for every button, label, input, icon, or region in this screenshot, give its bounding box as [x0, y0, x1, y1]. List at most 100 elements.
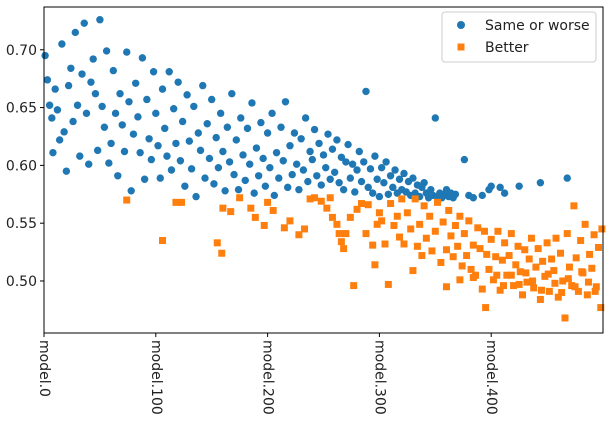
point-same-or-worse — [324, 130, 332, 138]
point-same-or-worse — [134, 113, 142, 121]
x-tick-label: model.100 — [148, 340, 164, 415]
point-same-or-worse — [368, 189, 377, 197]
point-better — [498, 256, 506, 264]
point-same-or-worse — [281, 98, 290, 106]
point-better — [588, 264, 596, 272]
point-better — [519, 291, 527, 299]
point-same-or-worse — [210, 180, 218, 188]
point-same-or-worse — [322, 163, 330, 172]
point-same-or-worse — [53, 106, 62, 114]
point-same-or-worse — [496, 183, 504, 192]
point-same-or-worse — [326, 175, 334, 183]
point-better — [512, 261, 520, 269]
point-same-or-worse — [342, 158, 350, 166]
point-same-or-worse — [41, 51, 49, 60]
point-better — [591, 287, 599, 295]
point-better — [398, 195, 406, 203]
point-same-or-worse — [55, 136, 64, 144]
point-same-or-worse — [263, 129, 272, 137]
point-better — [454, 242, 462, 250]
point-better — [572, 254, 580, 262]
point-same-or-worse — [301, 114, 310, 122]
point-same-or-worse — [161, 124, 169, 133]
point-better — [420, 202, 428, 210]
point-better — [426, 212, 434, 220]
point-better — [550, 267, 558, 275]
point-same-or-worse — [183, 91, 191, 99]
point-same-or-worse — [362, 87, 370, 96]
point-same-or-worse — [167, 166, 176, 174]
legend-marker-better — [457, 43, 465, 51]
y-tick-label: 0.70 — [6, 43, 37, 59]
point-same-or-worse — [500, 189, 509, 197]
point-better — [236, 194, 244, 202]
point-same-or-worse — [563, 174, 571, 182]
point-better — [445, 206, 453, 214]
point-same-or-worse — [382, 158, 390, 166]
point-same-or-worse — [268, 109, 276, 118]
point-better — [545, 287, 553, 295]
point-same-or-worse — [536, 179, 545, 187]
point-better — [371, 261, 379, 269]
point-better — [554, 293, 562, 301]
point-same-or-worse — [330, 168, 339, 177]
point-better — [364, 201, 372, 209]
point-same-or-worse — [292, 160, 301, 168]
point-better — [337, 238, 345, 246]
point-same-or-worse — [105, 159, 113, 167]
point-better — [595, 243, 603, 251]
point-better — [505, 252, 513, 260]
point-same-or-worse — [165, 68, 173, 76]
point-better — [326, 194, 334, 202]
point-better — [563, 230, 571, 238]
point-same-or-worse — [109, 66, 118, 75]
point-same-or-worse — [203, 120, 211, 128]
point-better — [213, 239, 221, 247]
point-same-or-worse — [73, 101, 82, 109]
point-same-or-worse — [192, 192, 200, 201]
point-same-or-worse — [288, 170, 296, 179]
point-better — [530, 284, 538, 292]
point-same-or-worse — [219, 147, 227, 156]
point-better — [442, 283, 450, 291]
point-better — [552, 234, 560, 242]
point-same-or-worse — [328, 145, 337, 153]
point-better — [335, 230, 343, 238]
point-same-or-worse — [306, 147, 314, 156]
point-same-or-worse — [427, 185, 435, 194]
point-better — [577, 237, 585, 245]
point-better — [586, 250, 594, 258]
point-better — [416, 220, 424, 228]
point-same-or-worse — [214, 163, 223, 172]
point-same-or-worse — [272, 148, 281, 157]
legend: Same or worse Better — [441, 11, 597, 63]
point-better — [375, 209, 383, 217]
point-same-or-worse — [48, 114, 56, 122]
point-same-or-worse — [138, 54, 147, 62]
x-tick-label: model.0 — [36, 340, 52, 397]
point-same-or-worse — [91, 90, 100, 98]
point-same-or-worse — [152, 109, 160, 118]
legend-box — [441, 11, 597, 63]
point-better — [496, 286, 504, 294]
point-better — [456, 212, 464, 220]
point-same-or-worse — [129, 130, 138, 138]
point-better — [123, 196, 131, 204]
point-same-or-worse — [223, 123, 232, 131]
point-better — [597, 304, 605, 312]
point-better — [493, 271, 501, 279]
point-better — [350, 282, 358, 290]
point-same-or-worse — [351, 188, 359, 196]
point-same-or-worse — [76, 152, 84, 160]
y-axis: 0.50 0.55 0.60 0.65 0.70 — [6, 43, 44, 290]
point-better — [369, 241, 377, 249]
point-same-or-worse — [451, 190, 460, 198]
point-better — [561, 314, 569, 322]
point-same-or-worse — [199, 81, 207, 90]
point-same-or-worse — [241, 176, 249, 185]
point-better — [340, 245, 348, 253]
point-same-or-worse — [89, 55, 97, 63]
point-better — [393, 212, 401, 220]
point-better — [333, 220, 341, 228]
point-same-or-worse — [355, 147, 363, 156]
